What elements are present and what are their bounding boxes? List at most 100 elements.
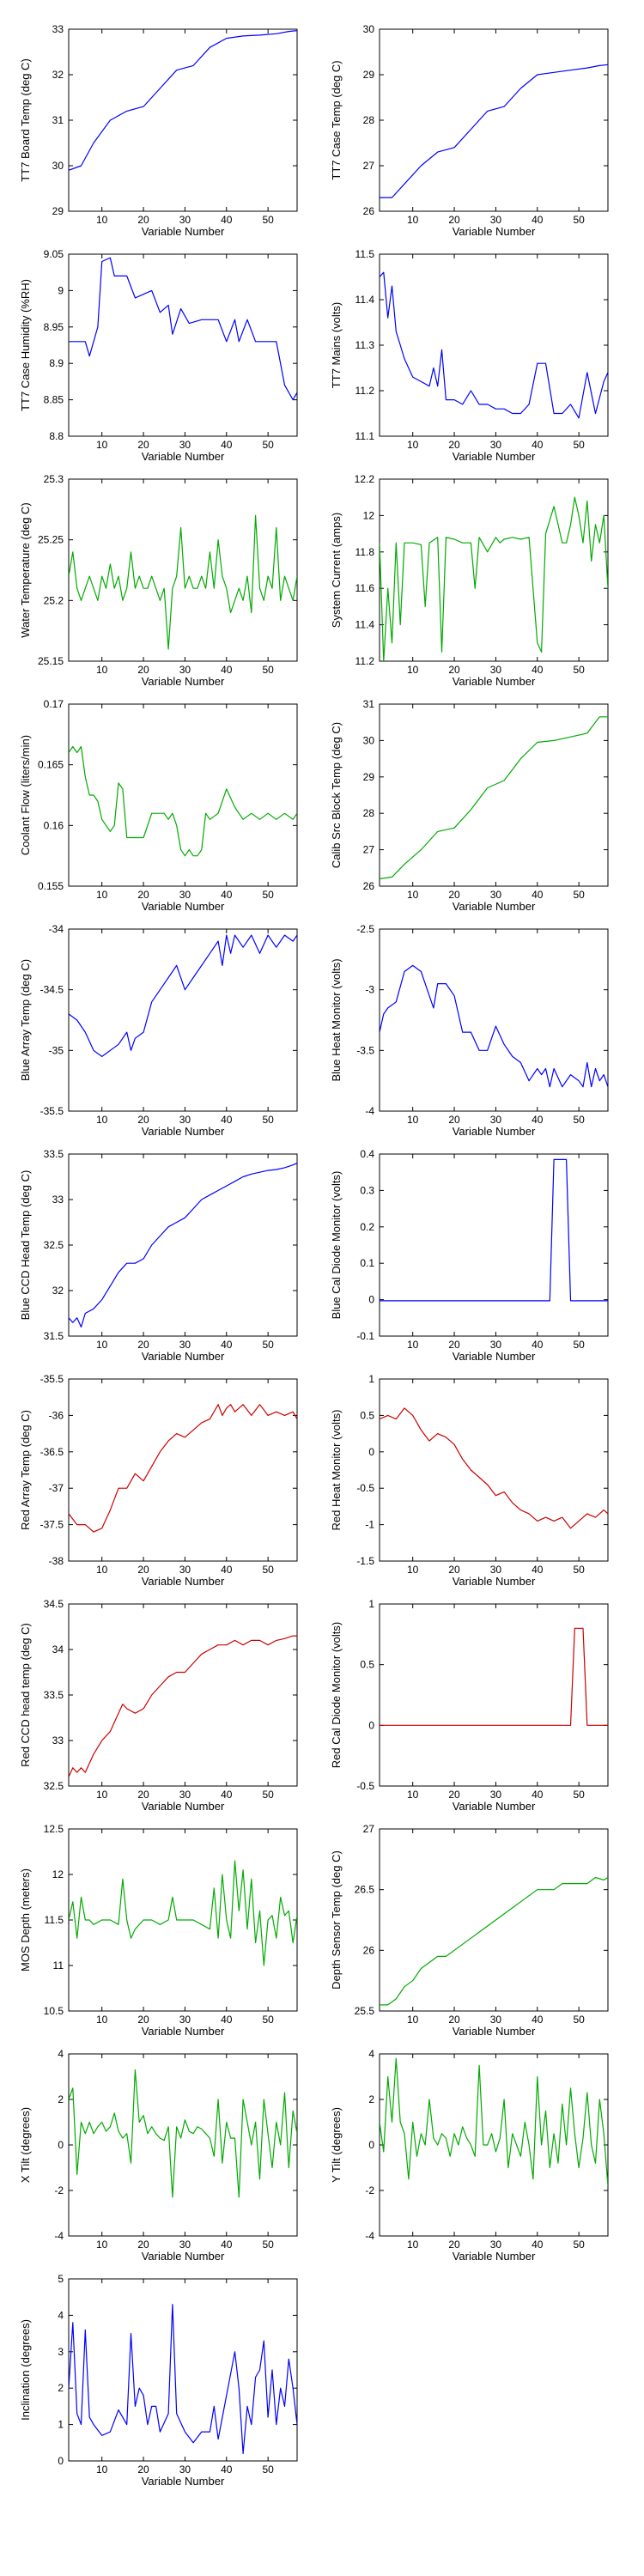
x-tick-label: 30: [490, 889, 502, 901]
x-axis-label: Variable Number: [453, 1575, 536, 1588]
x-tick-label: 50: [262, 1789, 274, 1801]
x-axis-label: Variable Number: [142, 450, 225, 463]
plot-frame: [379, 1378, 609, 1562]
y-tick-label: 12: [52, 1868, 64, 1880]
x-tick-label: 50: [262, 214, 274, 226]
y-tick-label: 28: [363, 114, 375, 126]
chart-blue-cal-diode-monitor: 10 20 30 40 50 -0.1 0 0.1 0.2 0.3 0.4 Variable Numb…: [330, 1148, 609, 1363]
chart-red-array-temp: 10 20 30 40 50 -38 -37.5 -37 -36.5 -36 -35.5 Variab…: [19, 1373, 298, 1588]
x-tick-label: 10: [96, 439, 108, 451]
x-tick-label: 10: [96, 214, 108, 226]
y-tick-label: -35.5: [40, 1373, 64, 1385]
plot-frame: [68, 253, 298, 437]
x-axis-label: Variable Number: [453, 2025, 536, 2038]
y-tick-label: -37: [49, 1482, 64, 1494]
x-tick-label: 10: [96, 2464, 108, 2476]
x-axis-label: Variable Number: [142, 675, 225, 688]
y-axis-label: Red Array Temp (deg C): [19, 1410, 32, 1530]
y-tick-label: 32.5: [44, 1239, 64, 1251]
y-axis-label: Red Heat Monitor (volts): [330, 1410, 343, 1531]
x-tick-label: 30: [179, 214, 191, 226]
x-tick-label: 20: [137, 214, 149, 226]
x-tick-label: 10: [407, 214, 419, 226]
y-tick-label: 11.2: [355, 655, 375, 667]
chart-red-ccd-head-temp: 10 20 30 40 50 32.5 33 33.5 34 34.5 Variable Numbe…: [19, 1598, 298, 1813]
x-tick-label: 40: [532, 664, 544, 676]
x-tick-label: 40: [221, 1564, 233, 1576]
y-tick-label: 31: [52, 114, 64, 126]
y-tick-label: -37.5: [40, 1519, 64, 1531]
y-tick-label: 0: [368, 1294, 374, 1306]
x-tick-label: 40: [221, 1339, 233, 1351]
x-tick-label: 30: [490, 2014, 502, 2026]
x-tick-label: 40: [532, 1564, 544, 1576]
y-axis-label: Depth Sensor Temp (deg C): [330, 1850, 343, 1990]
plot-frame: [379, 1828, 609, 2012]
series-line: [380, 64, 608, 198]
y-tick-label: 34: [52, 1643, 64, 1656]
x-tick-label: 40: [532, 214, 544, 226]
x-tick-label: 10: [407, 1564, 419, 1576]
y-axis-label: MOS Depth (meters): [19, 1868, 32, 1971]
y-tick-label: 32: [52, 69, 64, 81]
y-axis-label: Blue Heat Monitor (volts): [330, 958, 343, 1081]
y-axis-label: Inclination (degrees): [19, 2319, 32, 2421]
x-tick-label: 10: [96, 2014, 108, 2026]
y-tick-label: 0.165: [38, 759, 64, 771]
y-axis-label: Coolant Flow (liters/min): [19, 735, 32, 855]
y-axis-label: Red Cal Diode Monitor (volts): [330, 1622, 343, 1769]
y-tick-label: 26: [363, 1944, 375, 1956]
x-tick-label: 40: [532, 1339, 544, 1351]
y-tick-label: 0.4: [360, 1148, 374, 1160]
x-tick-label: 20: [137, 439, 149, 451]
y-tick-label: 4: [368, 2048, 374, 2060]
y-tick-label: 29: [363, 69, 375, 81]
plot-frame: [379, 928, 609, 1112]
x-tick-label: 10: [407, 1339, 419, 1351]
chart-mos-depth: 10 20 30 40 50 10.5 11 11.5 12 12.5 Variable Numbe…: [19, 1823, 298, 2038]
y-tick-label: 11.3: [355, 339, 375, 351]
series-line: [380, 271, 608, 419]
x-tick-label: 30: [490, 1339, 502, 1351]
y-axis-label: Calib Src Block Temp (deg C): [330, 722, 343, 868]
y-tick-label: 0: [368, 1719, 374, 1731]
x-tick-label: 40: [221, 439, 233, 451]
y-axis-label: Blue Array Temp (deg C): [19, 959, 32, 1081]
y-tick-label: 31: [363, 698, 375, 710]
y-tick-label: 4: [58, 2048, 64, 2060]
series-line: [69, 2304, 297, 2455]
series-line: [69, 745, 297, 857]
x-tick-label: 50: [573, 664, 585, 676]
y-tick-label: 33: [52, 1735, 64, 1747]
y-axis-label: TT7 Case Temp (deg C): [330, 60, 343, 179]
x-tick-label: 40: [532, 1114, 544, 1126]
x-tick-label: 50: [573, 1114, 585, 1126]
y-tick-label: 8.9: [49, 357, 64, 369]
y-tick-label: 26: [363, 205, 375, 217]
y-tick-label: 10.5: [44, 2005, 64, 2017]
y-axis-label: TT7 Mains (volts): [330, 302, 343, 388]
x-tick-label: 20: [137, 889, 149, 901]
x-axis-label: Variable Number: [453, 675, 536, 688]
series-line: [380, 1627, 608, 1726]
y-tick-label: 3: [58, 2346, 64, 2358]
x-tick-label: 20: [448, 1789, 460, 1801]
x-tick-label: 50: [262, 1114, 274, 1126]
x-tick-label: 40: [532, 1789, 544, 1801]
y-tick-label: 33.5: [44, 1689, 64, 1701]
x-axis-label: Variable Number: [142, 1350, 225, 1363]
series-line: [380, 716, 608, 880]
y-tick-label: 11.6: [355, 582, 375, 594]
y-tick-label: 25.5: [355, 2005, 375, 2017]
x-tick-label: 10: [96, 1114, 108, 1126]
x-tick-label: 30: [490, 2239, 502, 2251]
chart-x-tilt: 10 20 30 40 50 -4 -2 0 2 4 Variable Number X Tilt (…: [19, 2048, 298, 2263]
x-tick-label: 20: [448, 439, 460, 451]
x-tick-label: 10: [96, 889, 108, 901]
x-axis-label: Variable Number: [453, 1800, 536, 1813]
series-line: [69, 1163, 297, 1328]
x-tick-label: 20: [448, 214, 460, 226]
x-tick-label: 20: [448, 2239, 460, 2251]
